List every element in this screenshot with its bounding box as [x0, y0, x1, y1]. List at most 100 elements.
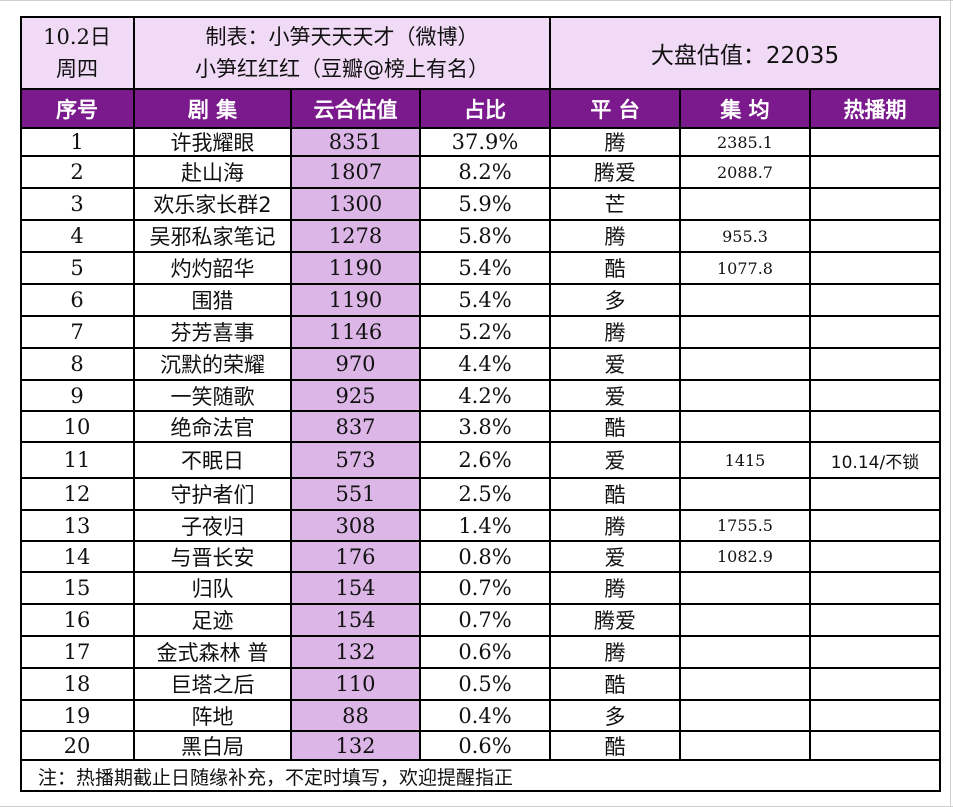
share-cell: 0.5%	[458, 672, 512, 696]
title-cell: 与晋长安	[170, 545, 255, 570]
title-cell: 足迹	[191, 609, 234, 633]
weekday-label: 周四	[56, 57, 98, 81]
platform-cell: 酷	[604, 257, 626, 281]
platform-cell: 爱	[604, 353, 626, 377]
share-cell: 0.8%	[458, 544, 512, 569]
column-line	[549, 89, 551, 760]
title-cell: 巨塔之后	[170, 673, 255, 697]
rank-cell: 6	[70, 288, 84, 312]
title-cell: 欢乐家长群2	[153, 193, 272, 217]
rank-cell: 10	[63, 414, 91, 439]
share-cell: 2.6%	[458, 448, 512, 472]
market-estimate: 大盘估值：22035	[650, 43, 840, 69]
title-cell: 金式森林 普	[156, 641, 269, 665]
sheet-gridline	[950, 0, 951, 807]
sheet-gridline	[0, 0, 953, 1]
column-line	[419, 89, 421, 760]
platform-cell: 酷	[604, 483, 626, 507]
estimate-cell: 1807	[291, 156, 420, 188]
hot-period-cell	[810, 604, 940, 636]
rank-cell: 1	[70, 130, 84, 154]
hot-period-cell	[810, 541, 940, 572]
estimate-cell: 1278	[291, 220, 420, 252]
per-episode-cell: 1415	[724, 450, 766, 470]
hot-period-cell	[810, 510, 940, 541]
rank-cell: 2	[70, 160, 84, 184]
estimate-cell: 1300	[291, 188, 420, 220]
share-cell: 5.9%	[458, 192, 512, 216]
per-episode-cell	[680, 604, 810, 636]
share-cell: 0.4%	[458, 703, 512, 728]
col-share-header: 占比	[420, 89, 550, 128]
platform-cell: 腾爱	[594, 161, 636, 185]
platform-cell: 酷	[604, 415, 626, 440]
per-episode-cell	[680, 636, 810, 668]
title-cell: 归队	[191, 577, 234, 601]
share-cell: 0.6%	[458, 640, 512, 664]
rank-cell: 15	[63, 576, 91, 600]
column-line	[133, 89, 135, 760]
hot-period-cell: 10.14/不锁	[830, 452, 920, 473]
hot-period-cell	[810, 636, 940, 668]
estimate-cell: 551	[291, 478, 420, 510]
estimate-cell: 1146	[291, 316, 420, 348]
per-episode-cell	[680, 316, 810, 348]
hot-period-cell	[810, 478, 940, 510]
platform-cell: 多	[604, 704, 626, 729]
estimate-cell: 1190	[291, 284, 420, 316]
per-episode-cell: 1082.9	[717, 547, 773, 566]
share-cell: 4.2%	[458, 383, 512, 408]
platform-cell: 腾	[604, 641, 626, 665]
estimate-cell: 8351	[291, 128, 420, 156]
per-episode-cell: 1755.5	[717, 516, 773, 535]
per-episode-cell	[680, 700, 810, 731]
row-line	[20, 730, 941, 732]
col-rank-header: 序号	[20, 89, 134, 128]
share-cell: 4.4%	[458, 352, 512, 376]
row-line	[20, 219, 941, 221]
share-cell: 5.2%	[458, 320, 512, 344]
column-line	[290, 89, 292, 760]
col-per-episode-header: 集 均	[680, 89, 810, 128]
estimate-cell: 110	[291, 668, 420, 700]
per-episode-cell	[680, 348, 810, 380]
rank-cell: 11	[63, 448, 91, 472]
estimate-cell: 154	[291, 572, 420, 604]
footer-note-cell: 注：热播期截止日随缘补充，不定时填写，欢迎提醒指正	[20, 760, 940, 792]
column-line	[679, 89, 681, 760]
platform-cell: 腾	[604, 131, 626, 155]
platform-cell: 腾	[604, 321, 626, 345]
platform-cell: 腾	[604, 514, 626, 539]
platform-cell: 酷	[604, 673, 626, 697]
row-line	[20, 667, 941, 669]
estimate-cell: 308	[291, 510, 420, 541]
title-cell: 一笑随歌	[170, 384, 255, 409]
title-cell: 不眠日	[181, 449, 244, 473]
rank-cell: 18	[63, 672, 91, 696]
hot-period-cell	[810, 156, 940, 188]
col-platform-header: 平 台	[550, 89, 680, 128]
title-cell: 许我耀眼	[170, 131, 255, 155]
divider-credit	[549, 16, 551, 90]
estimate-cell: 925	[291, 380, 420, 411]
row-line	[20, 441, 941, 443]
rank-cell: 3	[70, 192, 84, 216]
row-line	[20, 410, 941, 412]
row-line	[20, 540, 941, 542]
hot-period-cell	[810, 572, 940, 604]
hot-period-cell	[810, 380, 940, 411]
per-episode-cell	[680, 731, 810, 760]
platform-cell: 爱	[604, 545, 626, 570]
title-cell: 黑白局	[181, 734, 244, 759]
credit-douban: 小笋红红红（豆瓣@榜上有名）	[195, 57, 489, 81]
platform-cell: 爱	[604, 449, 626, 473]
row-line	[20, 127, 941, 129]
share-cell: 0.7%	[458, 576, 512, 600]
title-cell: 阵地	[191, 704, 234, 729]
platform-cell: 芒	[604, 193, 626, 217]
market-estimate-cell: 大盘估值：22035	[550, 17, 940, 89]
row-line	[20, 603, 941, 605]
row-line	[20, 635, 941, 637]
estimate-cell: 1190	[291, 252, 420, 284]
